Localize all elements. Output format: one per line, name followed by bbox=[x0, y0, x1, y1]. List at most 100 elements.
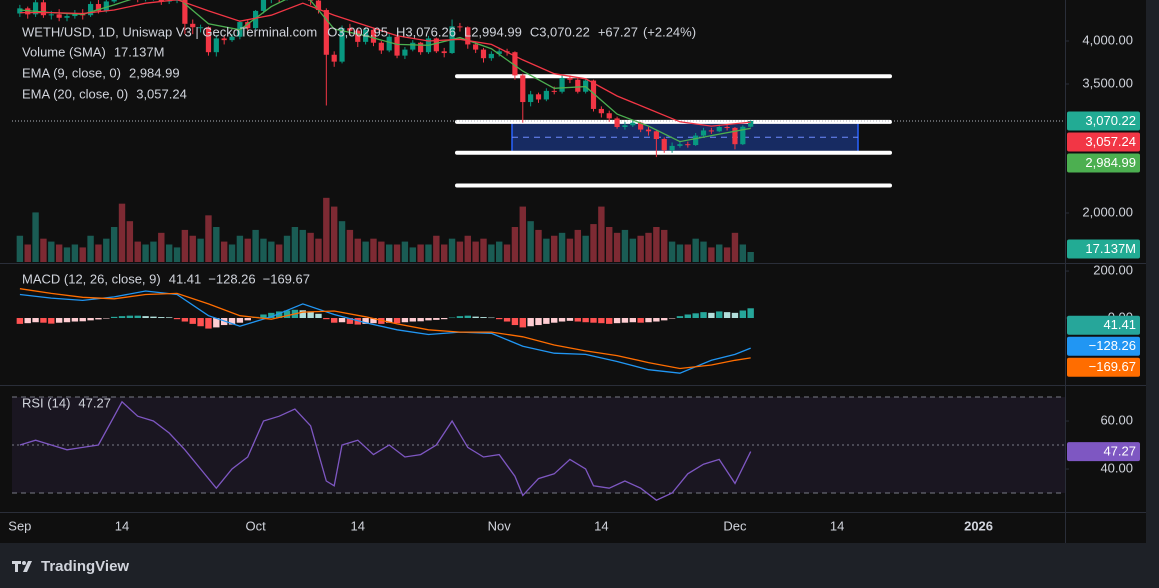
volume-bar bbox=[346, 229, 354, 262]
volume-bar bbox=[441, 244, 448, 262]
volume-bar bbox=[574, 229, 581, 262]
legend-text: L bbox=[464, 24, 471, 39]
candle-body bbox=[213, 38, 219, 53]
macd-histogram-bar bbox=[582, 318, 589, 323]
macd-pane bbox=[16, 288, 754, 374]
macd-histogram-bar bbox=[323, 318, 330, 320]
price-tag bbox=[1067, 153, 1140, 173]
macd-histogram-bar bbox=[71, 318, 79, 322]
macd-histogram-bar bbox=[668, 318, 676, 319]
x-tick-label: Dec bbox=[723, 518, 747, 533]
volume-bar bbox=[425, 244, 432, 262]
volume-bar bbox=[213, 227, 220, 262]
volume-bar bbox=[409, 247, 416, 262]
price-tag-label: 3,070.22 bbox=[1085, 113, 1136, 128]
candle-body bbox=[205, 27, 212, 53]
volume-bar bbox=[110, 227, 118, 262]
volume-bar bbox=[590, 224, 597, 262]
macd-histogram-bar bbox=[283, 310, 291, 319]
candle-body bbox=[394, 36, 400, 56]
candle-body bbox=[496, 51, 502, 54]
macd-histogram-bar bbox=[661, 318, 668, 321]
volume-bar bbox=[150, 241, 157, 262]
macd-histogram-bar bbox=[645, 318, 652, 323]
volume-bar bbox=[48, 241, 55, 262]
legend-text: H bbox=[396, 24, 405, 39]
candle-body bbox=[708, 130, 714, 132]
macd-histogram-bar bbox=[24, 318, 31, 324]
macd-histogram-bar bbox=[621, 318, 629, 323]
macd-histogram-bar bbox=[731, 312, 739, 319]
volume-bar bbox=[323, 197, 330, 262]
candle-body bbox=[559, 77, 565, 92]
candle-body bbox=[740, 126, 746, 145]
candle-body bbox=[488, 53, 494, 59]
candle-body bbox=[190, 23, 196, 28]
macd-histogram-bar bbox=[716, 311, 723, 319]
volume-bar bbox=[393, 244, 401, 262]
macd-histogram-bar bbox=[87, 318, 94, 321]
macd-histogram-bar bbox=[40, 318, 47, 323]
macd-histogram-bar bbox=[417, 318, 424, 322]
volume-bar bbox=[181, 229, 189, 262]
y-tick-label: 3,500.00 bbox=[1082, 75, 1133, 90]
volume-bar bbox=[582, 235, 589, 262]
macd-histogram-bar bbox=[598, 318, 605, 324]
volume-bar bbox=[448, 238, 456, 262]
volume-bar bbox=[63, 247, 71, 262]
candle-body bbox=[567, 77, 573, 80]
volume-bar bbox=[621, 229, 629, 262]
macd-histogram-bar bbox=[456, 316, 464, 319]
volume-bar bbox=[708, 247, 715, 262]
macd-line bbox=[19, 288, 751, 370]
price-tag bbox=[1067, 111, 1140, 131]
x-tick-label: 2026 bbox=[964, 518, 993, 533]
rsi-pane bbox=[19, 400, 752, 501]
price-pane bbox=[12, 0, 1065, 262]
candle-body bbox=[25, 8, 31, 15]
macd-histogram-bar bbox=[629, 318, 636, 323]
legend-text: 2,994.99 bbox=[471, 24, 522, 39]
candle-body bbox=[64, 16, 70, 18]
volume-bar bbox=[118, 203, 126, 262]
price-tag bbox=[1067, 315, 1140, 335]
volume-bar bbox=[165, 244, 173, 262]
volume-bar bbox=[629, 238, 636, 262]
candle-body bbox=[528, 94, 534, 103]
volume-bar bbox=[260, 238, 267, 262]
price-tag bbox=[1067, 336, 1140, 356]
volume-bar bbox=[598, 206, 605, 262]
volume-bar bbox=[511, 227, 519, 262]
candle-body bbox=[441, 51, 447, 54]
candle-body bbox=[606, 113, 612, 119]
volume-bar bbox=[456, 241, 464, 262]
brand-logo bbox=[12, 561, 32, 572]
macd-histogram-bar bbox=[519, 318, 526, 328]
volume-bar bbox=[731, 232, 739, 262]
macd-histogram-bar bbox=[330, 318, 338, 323]
legend-text: 3,076.26 bbox=[405, 24, 456, 39]
volume-bar bbox=[228, 244, 236, 262]
macd-histogram-bar bbox=[236, 318, 244, 323]
macd-histogram-bar bbox=[676, 316, 684, 319]
volume-bar bbox=[480, 238, 487, 262]
macd-histogram-bar bbox=[134, 315, 141, 319]
macd-histogram-bar bbox=[150, 316, 157, 319]
candle-body bbox=[347, 28, 353, 31]
candle-body bbox=[355, 30, 361, 42]
macd-histogram-bar bbox=[346, 318, 354, 324]
volume-bar bbox=[676, 244, 684, 262]
legend-text: 3,057.24 bbox=[136, 86, 187, 101]
candle-body bbox=[457, 26, 463, 28]
macd-histogram-bar bbox=[268, 312, 275, 319]
legend-text: RSI (14) bbox=[22, 395, 70, 410]
macd-histogram-bar bbox=[480, 317, 487, 319]
macd-histogram-bar bbox=[613, 318, 621, 324]
legend-text: EMA (9, close, 0) bbox=[22, 65, 121, 80]
brand: TradingView bbox=[41, 558, 129, 575]
macd-histogram-bar bbox=[425, 318, 432, 321]
price-tag bbox=[1067, 132, 1140, 152]
volume-bar bbox=[197, 238, 204, 262]
candle-body bbox=[716, 126, 722, 132]
price-tag bbox=[1067, 239, 1140, 259]
